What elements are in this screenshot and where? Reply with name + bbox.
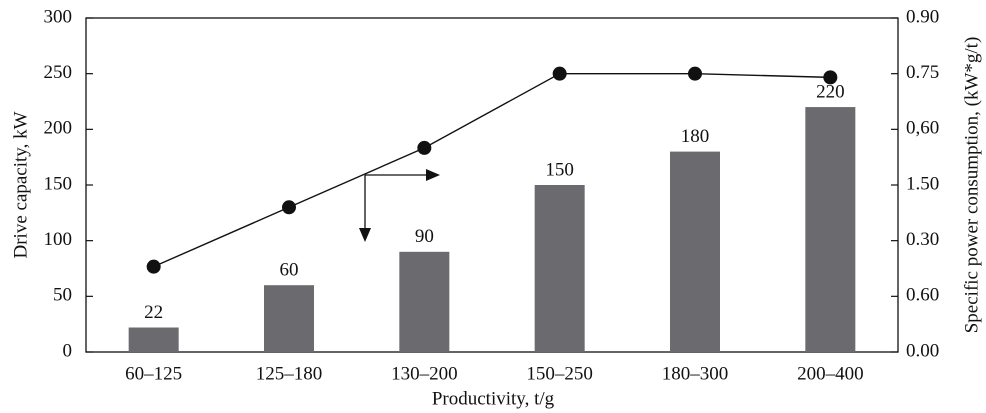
x-tick-label: 130–200 — [391, 363, 458, 384]
line-point — [688, 66, 702, 81]
annotation-arrows — [359, 169, 440, 242]
x-tick-label: 200–400 — [797, 363, 864, 384]
bar-value-label: 220 — [816, 81, 845, 102]
bar — [534, 185, 585, 352]
bar-value-label: 60 — [280, 260, 299, 281]
y2-tick-label: 1.50 — [906, 173, 939, 194]
bar — [805, 107, 856, 352]
y-tick-label: 300 — [44, 6, 73, 27]
bar — [670, 151, 720, 352]
bar-value-label: 150 — [545, 159, 574, 180]
line-point — [282, 200, 296, 215]
y2-tick-label: 0.90 — [906, 6, 939, 27]
bar — [399, 251, 450, 352]
bar-value-label: 22 — [144, 302, 163, 323]
y2-tick-label: 0.00 — [906, 340, 939, 361]
line-point — [417, 140, 432, 155]
y2-tick-label: 0.60 — [906, 285, 939, 306]
x-tick-label: 60–125 — [125, 363, 182, 384]
y-tick-label: 50 — [53, 285, 72, 306]
y-axis-label: Drive capacity, kW — [10, 111, 31, 258]
y-tick-label: 0 — [63, 340, 73, 361]
y2-tick-label: 0.75 — [906, 62, 939, 83]
x-tick-label: 150–250 — [526, 363, 593, 384]
line-point — [823, 70, 838, 85]
bar-value-label: 90 — [415, 226, 434, 247]
line-point — [552, 66, 567, 81]
line-point — [146, 259, 161, 274]
x-tick-label: 125–180 — [256, 363, 323, 384]
y2-tick-label: 0,60 — [906, 118, 939, 139]
bar — [264, 285, 314, 352]
y-tick-label: 250 — [44, 62, 73, 83]
y-tick-label: 200 — [44, 118, 73, 139]
bar — [128, 327, 179, 352]
plot-frame — [85, 17, 899, 353]
y2-tick-label: 0.30 — [906, 229, 939, 250]
y2-axis-label: Specific power consumption, (kW*g/t) — [961, 37, 982, 334]
bar-value-label: 180 — [681, 126, 710, 147]
x-tick-label: 180–300 — [662, 363, 729, 384]
x-axis-label: Productivity, t/g — [432, 388, 555, 409]
y-tick-label: 100 — [44, 229, 73, 250]
y-tick-label: 150 — [44, 173, 73, 194]
line — [153, 72, 831, 268]
